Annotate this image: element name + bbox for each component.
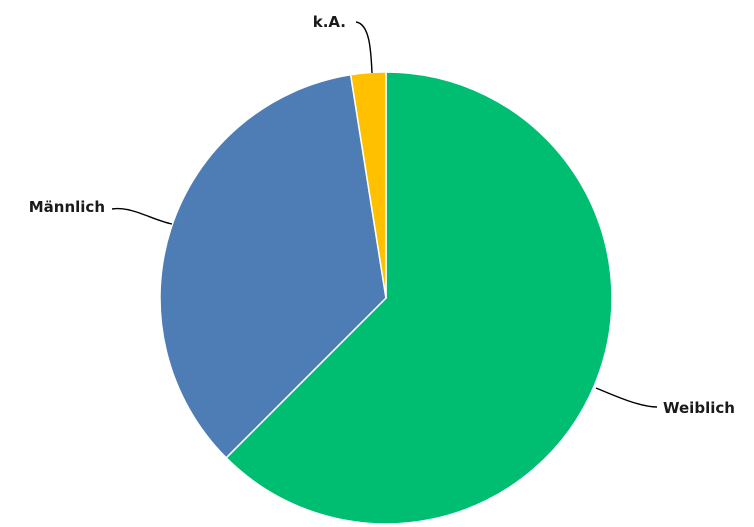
leader-line-maennlich [111,207,173,225]
pie-slices [159,71,613,525]
slice-label-ka: k.A. [313,13,346,31]
pie-slice-k-a [349,71,387,299]
leader-line-weiblich [595,387,658,408]
pie-slice-männlich [159,73,387,459]
pie-slice-weiblich [225,71,613,525]
slice-label-weiblich: Weiblich [663,399,735,417]
slice-label-maennlich: Männlich [29,198,105,216]
leader-line-ka [355,21,373,74]
